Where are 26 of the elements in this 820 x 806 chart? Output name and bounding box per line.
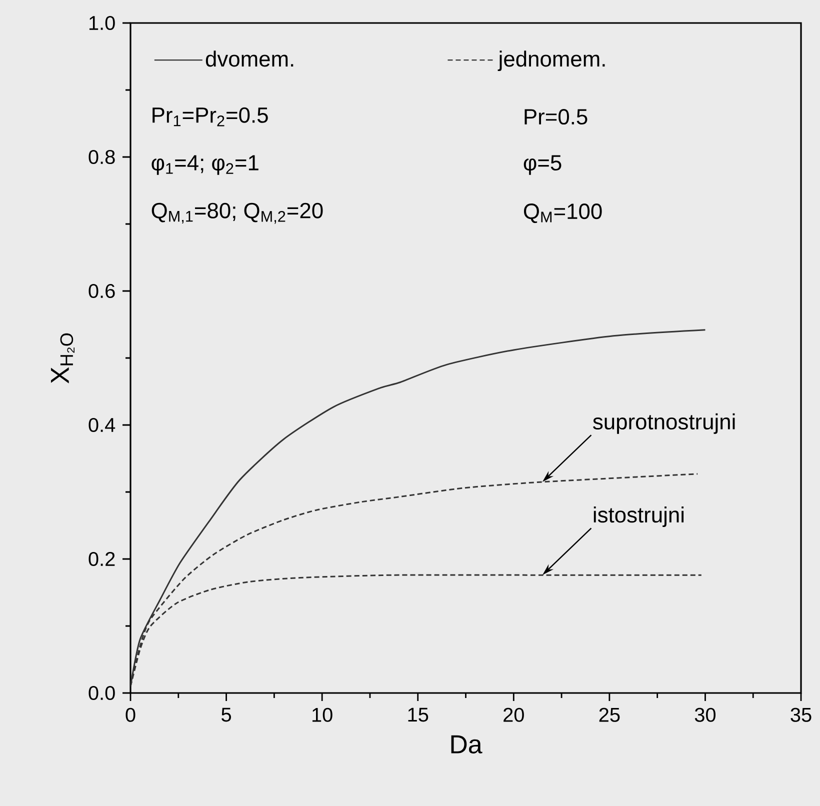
- y-tick-label: 0.8: [88, 150, 115, 164]
- x-tick-label: 5: [222, 708, 231, 722]
- legend-label: jednomem.: [498, 50, 605, 72]
- x-tick-label: 30: [694, 708, 716, 722]
- x-tick-label: 10: [312, 708, 332, 722]
- y-tick-label: 0.6: [88, 284, 115, 298]
- y-tick-label: 0.2: [88, 552, 115, 566]
- x-tick-label: 25: [599, 708, 620, 722]
- annotation: suprotnostrujni: [593, 413, 735, 434]
- annotation: φ=5: [524, 155, 562, 175]
- annotation: istostrujni: [594, 506, 684, 527]
- annotation: Q$_{M,1}$=80; Q$_{M,2}$=20: [152, 202, 323, 224]
- y-tick-label: 0.0: [88, 686, 115, 700]
- annotation: Pr$_{1}$=Pr$_{2}$=0.5: [152, 107, 268, 126]
- annotation: Pr=0.5: [524, 109, 588, 125]
- legend-label: dvomem.: [206, 50, 294, 67]
- x-tick-label: 35: [790, 708, 812, 722]
- x-tick-label: 15: [408, 708, 428, 722]
- y-tick-label: 0.4: [88, 418, 116, 432]
- x-tick-label: 20: [504, 708, 524, 722]
- x-axis-title: Da: [451, 735, 482, 754]
- y-tick-label: 1.0: [89, 16, 115, 30]
- annotation: Q$_{M}$=100: [524, 204, 602, 223]
- x-tick-label: 0: [126, 708, 136, 722]
- annotation: φ$_{1}$=4; φ$_{2}$=1: [152, 155, 258, 175]
- y-axis-title: X$_{H₂O}$: [50, 333, 74, 384]
